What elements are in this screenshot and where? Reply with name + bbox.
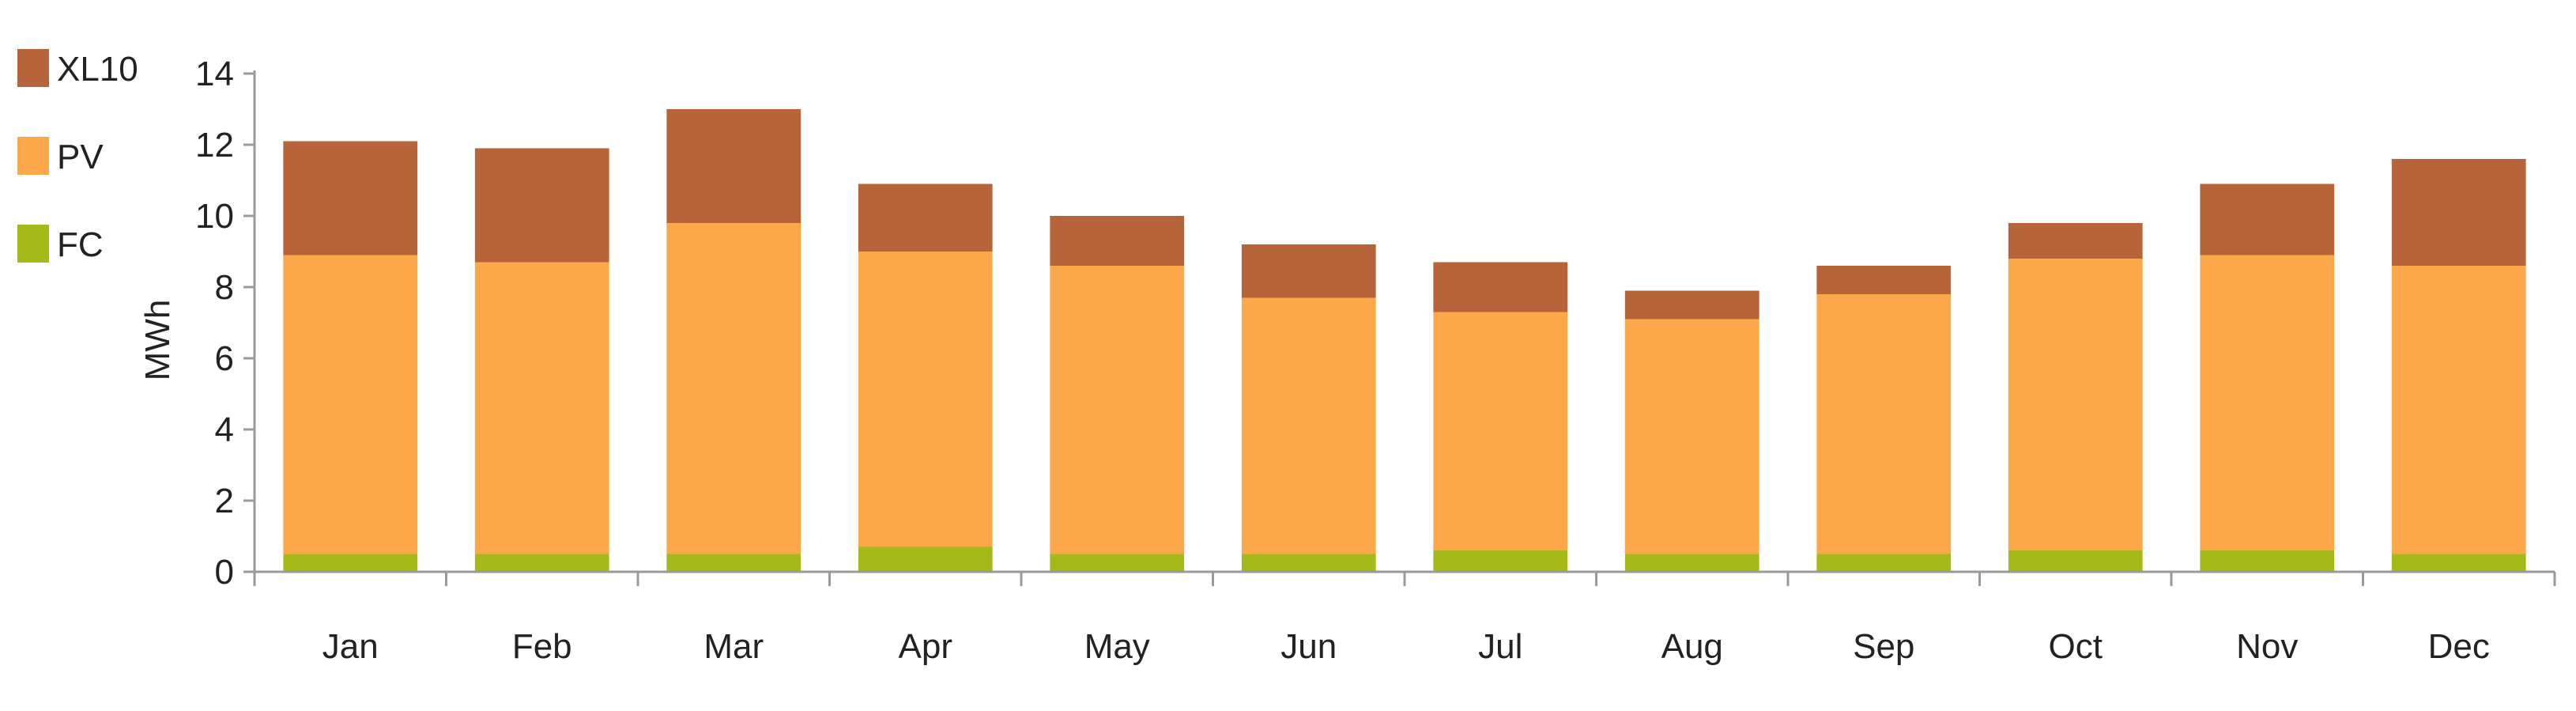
x-tick-label: Jun	[1280, 627, 1337, 666]
bar-segment-pv	[1433, 312, 1568, 550]
x-tick-label: Oct	[2049, 627, 2103, 666]
y-tick-label: 8	[215, 268, 234, 307]
bar-segment-fc	[1050, 554, 1185, 572]
bar-segment-pv	[2008, 259, 2143, 550]
x-tick-label: Sep	[1853, 627, 1914, 666]
legend-swatch-xl10	[17, 49, 49, 87]
bar-segment-xl10	[1050, 216, 1185, 266]
legend: XL10 PV FC	[17, 49, 138, 264]
bar-segment-xl10	[2200, 183, 2335, 255]
bar-segment-xl10	[1241, 244, 1376, 298]
legend-label-xl10: XL10	[57, 50, 138, 89]
bar-segment-fc	[858, 546, 993, 572]
bar-segment-xl10	[2391, 159, 2526, 266]
x-tick-label: Mar	[703, 627, 764, 666]
y-tick-label: 2	[215, 482, 234, 520]
y-axis-title: MWh	[138, 300, 177, 381]
bar-segment-pv	[2200, 255, 2335, 550]
bar-segment-fc	[2008, 550, 2143, 572]
bars-group	[283, 109, 2526, 572]
x-tick-label: Jan	[322, 627, 379, 666]
y-tick-label: 12	[195, 126, 234, 165]
bar-segment-xl10	[2008, 223, 2143, 259]
bar-segment-fc	[2391, 554, 2526, 572]
legend-swatch-pv	[17, 137, 49, 175]
bar-segment-fc	[1816, 554, 1952, 572]
y-tick-label: 14	[195, 55, 234, 93]
x-tick-label: Apr	[899, 627, 952, 666]
bar-segment-pv	[1624, 319, 1759, 554]
x-tick-label: Nov	[2236, 627, 2298, 666]
y-tick-label: 6	[215, 339, 234, 378]
x-tick-label: Feb	[512, 627, 572, 666]
bar-segment-fc	[283, 554, 418, 572]
bar-segment-xl10	[1816, 266, 1952, 294]
legend-label-fc: FC	[57, 225, 104, 264]
bar-segment-xl10	[474, 148, 609, 263]
bar-segment-fc	[2200, 550, 2335, 572]
bar-segment-pv	[666, 223, 801, 554]
bar-segment-pv	[1241, 297, 1376, 554]
bar-segment-xl10	[283, 141, 418, 255]
bar-segment-pv	[1816, 294, 1952, 554]
bar-segment-fc	[666, 554, 801, 572]
y-tick-label: 0	[215, 553, 234, 592]
legend-label-pv: PV	[57, 138, 104, 176]
bar-segment-pv	[474, 262, 609, 554]
bar-segment-fc	[474, 554, 609, 572]
bar-segment-pv	[283, 255, 418, 554]
y-tick-label: 4	[215, 410, 234, 449]
bar-segment-xl10	[666, 109, 801, 223]
legend-swatch-fc	[17, 225, 49, 263]
y-tick-label: 10	[195, 197, 234, 236]
x-tick-label: Jul	[1478, 627, 1522, 666]
bar-segment-xl10	[1433, 262, 1568, 312]
bar-segment-fc	[1241, 554, 1376, 572]
bar-segment-fc	[1433, 550, 1568, 572]
bar-segment-xl10	[1624, 290, 1759, 320]
bar-segment-pv	[2391, 266, 2526, 554]
bar-segment-pv	[858, 251, 993, 547]
bar-segment-pv	[1050, 266, 1185, 554]
x-tick-label: Dec	[2428, 627, 2490, 666]
x-tick-label: Aug	[1661, 627, 1723, 666]
y-axis: 0 2 4 6 8 10 12 14	[195, 55, 256, 592]
bar-segment-fc	[1624, 554, 1759, 572]
bar-segment-xl10	[858, 183, 993, 251]
x-tick-label: May	[1084, 627, 1150, 666]
x-axis: Jan Feb Mar Apr May Jun Jul Aug Sep Oct Nov Dec	[253, 570, 2556, 666]
